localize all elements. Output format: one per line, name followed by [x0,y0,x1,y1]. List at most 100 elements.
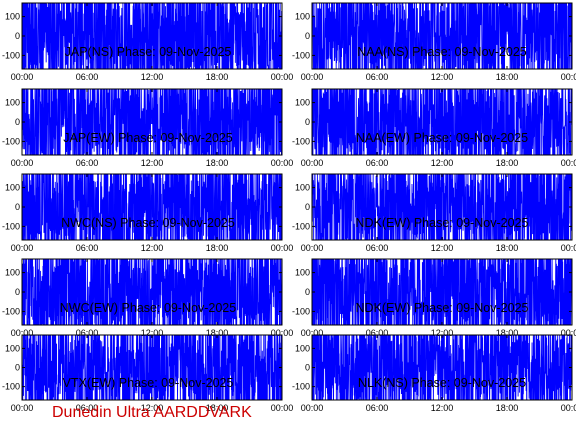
x-tick-label: 00:00 [271,72,294,82]
x-tick-label: 12:00 [431,403,454,413]
y-tick-label: 0 [15,117,20,127]
x-tick-label: 00:00 [301,72,324,82]
y-tick-label: 0 [305,202,310,212]
y-tick-label: 100 [5,98,20,108]
x-tick-label: 00:00 [11,328,34,338]
series-line [312,174,572,240]
y-tick-label: 100 [295,183,310,193]
x-tick-label: 00:00 [271,243,294,253]
x-tick-label: 18:00 [206,158,229,168]
y-tick-label: 0 [305,363,310,373]
y-tick-label: -100 [292,50,310,60]
x-tick-label: 06:00 [76,243,99,253]
x-tick-label: 00:00 [301,158,324,168]
x-tick-label: 12:00 [141,72,164,82]
x-tick-label: 12:00 [431,72,454,82]
x-tick-label: 18:00 [496,328,519,338]
panel-8: 100 0 -100 00:00 06:00 12:00 18:00 00:00 NDK(EW)… [292,258,576,338]
panel-3: 100 0 -100 00:00 06:00 12:00 18:00 00:00 JAP(EW)… [2,88,294,168]
x-tick-label: 00:00 [561,243,576,253]
y-tick-label: 100 [295,343,310,353]
series-line [22,259,282,325]
x-tick-label: 12:00 [141,403,164,413]
y-tick-label: 100 [5,12,20,22]
series-line [312,335,572,400]
x-tick-label: 18:00 [206,243,229,253]
panel-title: NAA(NS) Phase: 09-Nov-2025 [357,45,527,59]
x-tick-label: 00:00 [561,403,576,413]
y-tick-label: -100 [292,136,310,146]
x-tick-label: 12:00 [431,158,454,168]
series-line [22,89,282,155]
y-tick-label: -100 [2,136,20,146]
x-tick-label: 18:00 [206,72,229,82]
panel-title: JAP(NS) Phase: 09-Nov-2025 [65,45,232,59]
x-tick-label: 00:00 [271,328,294,338]
y-tick-label: 0 [305,287,310,297]
x-tick-label: 06:00 [76,328,99,338]
panel-title: NAA(EW) Phase: 09-Nov-2025 [356,131,528,145]
panel-title: NWC(NS) Phase: 09-Nov-2025 [61,216,235,230]
y-tick-label: -100 [2,50,20,60]
series-line [22,335,282,400]
x-tick-label: 12:00 [141,328,164,338]
y-tick-label: 100 [295,98,310,108]
y-tick-label: 0 [305,117,310,127]
y-tick-label: 0 [305,31,310,41]
x-tick-label: 06:00 [76,72,99,82]
y-tick-label: -100 [2,306,20,316]
panel-title: JAP(EW) Phase: 09-Nov-2025 [63,131,233,145]
panel-6: 100 0 -100 00:00 06:00 12:00 18:00 00:00 NDK(EW)… [292,173,576,253]
x-tick-label: 00:00 [271,158,294,168]
series-line [312,89,572,155]
x-tick-label: 00:00 [271,403,294,413]
y-tick-label: 0 [15,363,20,373]
x-tick-label: 12:00 [141,158,164,168]
x-tick-label: 18:00 [206,328,229,338]
footer-label: Dunedin Ultra AARDDVARK [52,404,252,421]
series-line [312,259,572,325]
x-tick-label: 12:00 [431,328,454,338]
x-tick-label: 00:00 [11,72,34,82]
x-tick-label: 06:00 [366,403,389,413]
y-tick-label: 100 [5,343,20,353]
x-tick-label: 18:00 [496,158,519,168]
x-tick-label: 00:00 [561,72,576,82]
panel-9: 100 0 -100 00:00 06:00 12:00 18:00 00:00 VTX(EW)… [2,334,294,413]
panel-1: 100 0 -100 00:00 06:00 12:00 18:00 00:00 JAP(NS)… [2,2,294,82]
panel-title: VTX(EW) Phase: 09-Nov-2025 [63,376,234,390]
x-tick-label: 18:00 [496,243,519,253]
panel-2: 100 0 -100 00:00 06:00 12:00 18:00 00:00 NAA(NS)… [292,2,576,82]
y-tick-label: 100 [5,183,20,193]
y-tick-label: -100 [2,221,20,231]
x-tick-label: 18:00 [496,403,519,413]
panel-10: 100 0 -100 00:00 06:00 12:00 18:00 00:00 NLK(NS)… [292,334,576,413]
x-tick-label: 06:00 [76,158,99,168]
panel-5: 100 0 -100 00:00 06:00 12:00 18:00 00:00 NWC(NS)… [2,173,294,253]
y-tick-label: 0 [15,202,20,212]
y-tick-label: -100 [292,382,310,392]
series-line [22,3,282,69]
x-tick-label: 06:00 [366,72,389,82]
y-tick-label: 0 [15,31,20,41]
panel-title: NLK(NS) Phase: 09-Nov-2025 [358,376,526,390]
y-tick-label: -100 [292,221,310,231]
x-tick-label: 00:00 [301,243,324,253]
x-tick-label: 18:00 [206,403,229,413]
x-tick-label: 06:00 [366,158,389,168]
panel-4: 100 0 -100 00:00 06:00 12:00 18:00 00:00 NAA(EW)… [292,88,576,168]
x-tick-label: 12:00 [431,243,454,253]
x-tick-label: 00:00 [561,328,576,338]
panel-title: NWC(EW) Phase: 09-Nov-2025 [60,301,236,315]
x-tick-label: 00:00 [561,158,576,168]
x-tick-label: 06:00 [366,243,389,253]
x-tick-label: 06:00 [366,328,389,338]
y-tick-label: -100 [292,306,310,316]
panel-title: NDK(EW) Phase: 09-Nov-2025 [356,301,529,315]
x-tick-label: 00:00 [11,243,34,253]
series-line [312,3,572,69]
x-tick-label: 00:00 [301,328,324,338]
x-tick-label: 06:00 [76,403,99,413]
x-tick-label: 18:00 [496,72,519,82]
